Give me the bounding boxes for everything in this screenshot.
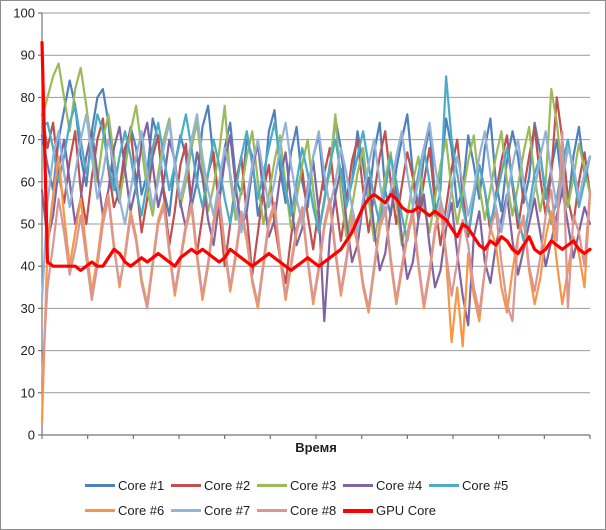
legend-swatch — [257, 484, 287, 487]
legend-item-gpu-core: GPU Core — [343, 503, 436, 518]
x-axis-title: Время — [295, 440, 337, 455]
legend-swatch — [171, 484, 201, 487]
legend-label: Core #4 — [376, 478, 423, 493]
legend-label: Core #3 — [290, 478, 337, 493]
legend-item-core-6: Core #6 — [85, 503, 171, 518]
chart-legend: Core #1 Core #2 Core #3 Core #4 Core #5 Core … — [1, 473, 605, 523]
legend-row-1: Core #1 Core #2 Core #3 Core #4 Core #5 — [85, 473, 521, 498]
legend-item-core-2: Core #2 — [171, 478, 257, 493]
legend-swatch — [343, 508, 373, 513]
legend-swatch — [343, 484, 373, 487]
legend-swatch — [85, 509, 115, 512]
legend-item-core-3: Core #3 — [257, 478, 343, 493]
legend-item-core-5: Core #5 — [429, 478, 515, 493]
y-axis-tick-label: 40 — [21, 259, 35, 274]
y-axis-tick-label: 30 — [21, 301, 35, 316]
legend-item-core-8: Core #8 — [257, 503, 343, 518]
series-line-core-3 — [40, 62, 592, 247]
legend-label: Core #1 — [118, 478, 165, 493]
series-line-gpu-core — [40, 40, 592, 272]
legend-item-core-1: Core #1 — [85, 478, 171, 493]
legend-swatch — [257, 509, 287, 512]
y-axis-tick-label: 80 — [21, 90, 35, 105]
legend-swatch — [171, 509, 201, 512]
legend-swatch — [85, 484, 115, 487]
legend-label: GPU Core — [376, 503, 436, 518]
series-line-core-7 — [40, 113, 592, 302]
legend-item-core-4: Core #4 — [343, 478, 429, 493]
legend-label: Core #8 — [290, 503, 337, 518]
y-axis-tick-label: 50 — [21, 217, 35, 232]
y-axis-tick-label: 60 — [21, 174, 35, 189]
legend-item-core-7: Core #7 — [171, 503, 257, 518]
legend-label: Core #6 — [118, 503, 165, 518]
chart-plot: 0 10 20 30 40 50 60 70 80 90 100 — [13, 6, 592, 442]
y-axis-tick-label: 0 — [28, 428, 35, 442]
legend-label: Core #5 — [462, 478, 509, 493]
legend-label: Core #2 — [204, 478, 251, 493]
y-axis-tick-label: 20 — [21, 343, 35, 358]
series-line-core-8 — [40, 130, 592, 382]
legend-label: Core #7 — [204, 503, 251, 518]
legend-rows: Core #1 Core #2 Core #3 Core #4 Core #5 Core … — [85, 473, 521, 523]
y-axis-tick-label: 90 — [21, 48, 35, 63]
y-axis-tick-label: 10 — [21, 385, 35, 400]
y-axis-tick-label: 100 — [13, 6, 35, 21]
y-axis-tick-label: 70 — [21, 132, 35, 147]
legend-swatch — [429, 484, 459, 487]
series-line-core-2 — [40, 96, 592, 285]
legend-row-2: Core #6 Core #7 Core #8 GPU Core — [85, 498, 521, 523]
